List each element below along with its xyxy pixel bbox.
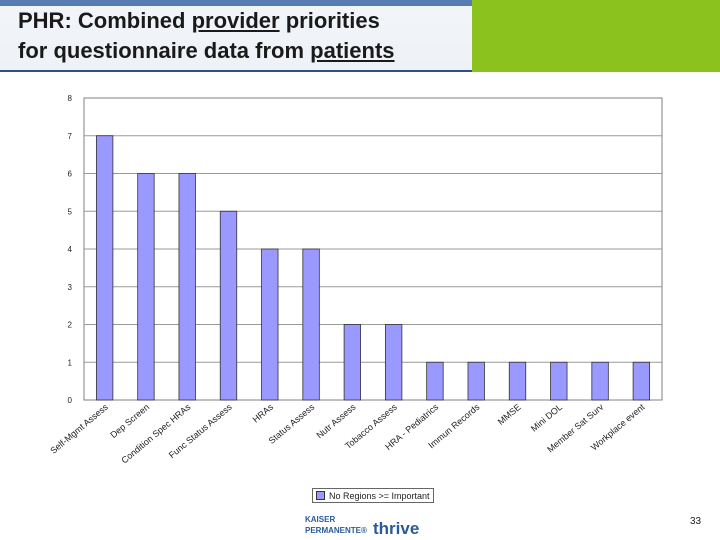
bar [632, 361, 651, 401]
bar [178, 173, 196, 401]
slide-header: PHR: Combined provider priorities for qu… [0, 0, 720, 72]
chart-legend: No Regions >= Important [312, 488, 434, 503]
title-line-1-c: priorities [279, 8, 380, 33]
title-word-patients: patients [310, 38, 395, 63]
x-tick-label: Nutr Assess [314, 402, 358, 441]
kaiser-thrive-logo: KAISER PERMANENTE® thrive [305, 513, 435, 539]
bar [137, 173, 155, 401]
legend-label: No Regions >= Important [329, 490, 430, 501]
bar [343, 324, 362, 401]
logo-thrive: thrive [373, 519, 420, 538]
bar [95, 135, 114, 401]
y-tick-label: 2 [68, 321, 73, 330]
y-tick-label: 8 [68, 94, 73, 103]
y-tick-label: 6 [68, 170, 73, 179]
bar [467, 361, 485, 401]
x-tick-label: Self-Mgmt Assess [48, 402, 110, 456]
bar [426, 361, 444, 401]
title-line-1: PHR: Combined provider priorities [18, 6, 472, 36]
bar [550, 361, 568, 401]
logo-permanente: PERMANENTE® [305, 526, 367, 535]
logo-kaiser: KAISER [305, 515, 336, 524]
y-tick-label: 1 [68, 358, 73, 367]
x-tick-label: HRAs [251, 402, 276, 425]
bar [384, 324, 403, 401]
title-line-2: for questionnaire data from patients [18, 36, 472, 66]
header-green-band [472, 0, 720, 72]
y-tick-label: 5 [68, 207, 73, 216]
bar [591, 361, 609, 401]
bar [261, 248, 279, 401]
y-tick-label: 3 [68, 283, 73, 292]
bar [219, 210, 238, 401]
x-tick-label: MMSE [496, 402, 523, 427]
page-number: 33 [690, 516, 702, 527]
y-tick-label: 0 [68, 396, 73, 405]
y-tick-label: 7 [68, 132, 73, 141]
bar [302, 248, 320, 401]
title-word-provider: provider [191, 8, 280, 33]
x-tick-label: Status Assess [267, 402, 317, 446]
x-tick-label: Condition Spec HRAs [119, 402, 192, 466]
title-line-2-a: for questionnaire data from [18, 38, 311, 63]
bar [508, 361, 527, 401]
legend-swatch [316, 491, 325, 500]
x-tick-label: Mini DOL [529, 402, 564, 434]
slide-title: PHR: Combined provider priorities for qu… [0, 6, 472, 70]
y-tick-label: 4 [68, 245, 73, 254]
x-tick-label: Dep Screen [108, 402, 151, 440]
title-line-1-a: PHR: Combined [18, 8, 192, 33]
